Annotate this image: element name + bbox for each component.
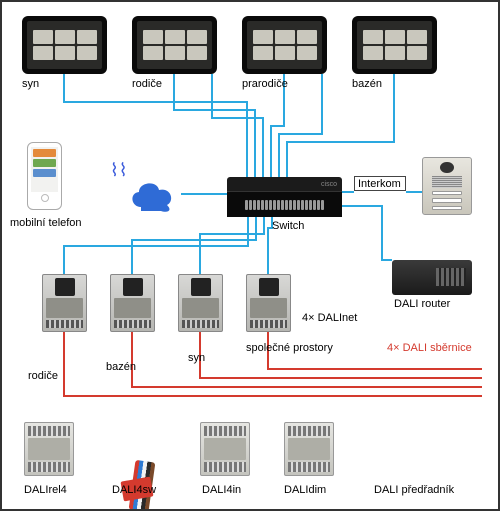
dalinet-count-label: 4× DALInet bbox=[302, 312, 357, 324]
switch-brand: cisco bbox=[321, 181, 337, 188]
bus-line-label: bazén bbox=[106, 361, 136, 373]
tablet-bazen bbox=[352, 16, 437, 74]
intercom-device bbox=[422, 157, 472, 215]
bus-line-label: společné prostory bbox=[246, 342, 333, 354]
device-label: DALI4in bbox=[202, 484, 241, 496]
dalinet-module bbox=[246, 274, 291, 332]
bus-line-label: rodiče bbox=[28, 370, 58, 382]
dali-bus-label: 4× DALI sběrnice bbox=[387, 342, 472, 354]
dali-4in bbox=[200, 422, 250, 476]
wifi-icon: ⌇⌇ bbox=[110, 160, 128, 181]
dalinet-module bbox=[110, 274, 155, 332]
tablet-syn bbox=[22, 16, 107, 74]
device-label: DALIdim bbox=[284, 484, 326, 496]
dalinet-module bbox=[178, 274, 223, 332]
tablet-prarodice bbox=[242, 16, 327, 74]
phone-label: mobilní telefon bbox=[10, 217, 82, 229]
intercom-label: Interkom bbox=[358, 178, 401, 190]
tablet-label: bazén bbox=[352, 78, 382, 90]
dali-rel4 bbox=[24, 422, 74, 476]
tablet-rodice bbox=[132, 16, 217, 74]
dali-router bbox=[392, 260, 472, 295]
tablet-label: prarodiče bbox=[242, 78, 288, 90]
dali-dim bbox=[284, 422, 334, 476]
device-label: DALIrel4 bbox=[24, 484, 67, 496]
switch-label: Switch bbox=[272, 220, 304, 232]
tablet-label: syn bbox=[22, 78, 39, 90]
tablet-label: rodiče bbox=[132, 78, 162, 90]
dali-router-label: DALI router bbox=[394, 298, 450, 310]
cloud-icon bbox=[127, 177, 181, 213]
device-label: DALI4sw bbox=[112, 484, 156, 496]
bus-line-label: syn bbox=[188, 352, 205, 364]
mobile-phone bbox=[27, 142, 62, 210]
network-switch: cisco bbox=[227, 177, 342, 217]
dalinet-module bbox=[42, 274, 87, 332]
device-label: DALI předřadník bbox=[374, 484, 454, 496]
